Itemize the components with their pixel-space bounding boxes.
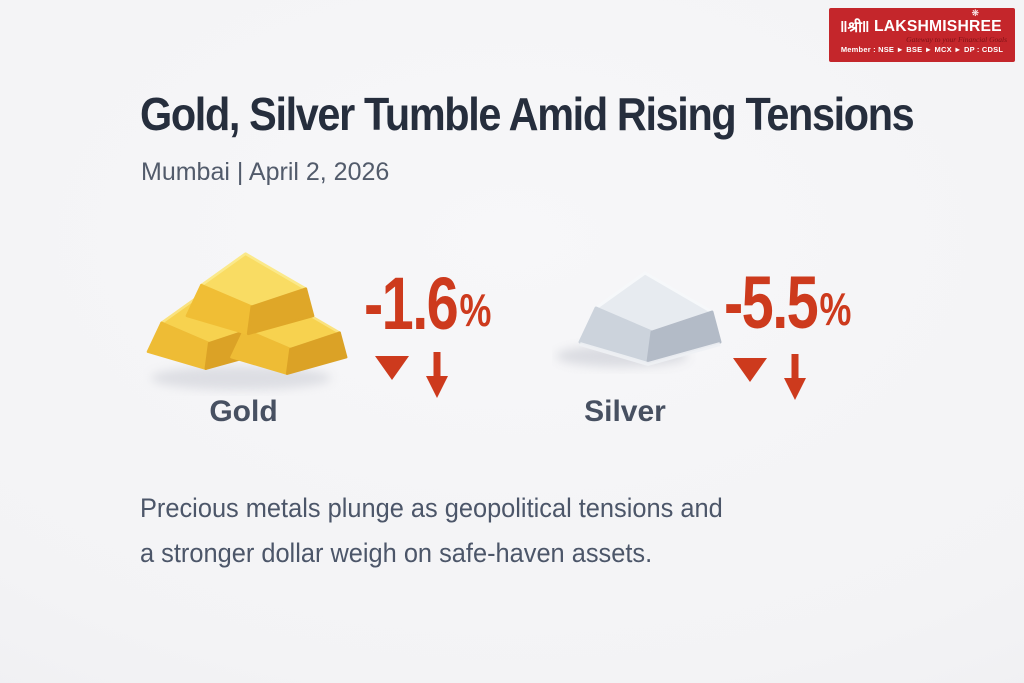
arrow-down-icon: [784, 354, 806, 400]
gold-change-value: -1.6: [364, 262, 459, 345]
page-title: Gold, Silver Tumble Amid Rising Tensions: [140, 88, 915, 140]
gold-label: Gold: [209, 395, 278, 428]
logo-tagline: Gateway to your Financial Goals: [906, 35, 1007, 44]
shri-mark: ‖श्री‖: [840, 18, 870, 36]
silver-label: Silver: [584, 395, 666, 428]
lakshmishree-logo: ❋ ‖श्री‖ LAKSHMISHREE Gateway to your Fi…: [829, 8, 1015, 62]
gold-down-indicators: [375, 352, 449, 398]
triangle-down-icon: [733, 358, 767, 382]
gold-bars-icon: [146, 252, 348, 390]
silver-bar-icon: [556, 271, 722, 367]
gold-change-unit: %: [459, 284, 492, 336]
brand-name: LAKSHMISHREE: [873, 18, 1002, 35]
dateline: Mumbai | April 2, 2026: [141, 158, 390, 186]
summary-line-1: Precious metals plunge as geopolitical t…: [140, 493, 723, 523]
summary-line-2: a stronger dollar weigh on safe-haven as…: [140, 538, 653, 568]
triangle-down-icon: [375, 356, 409, 380]
silver-change: -5.5 %: [724, 266, 851, 340]
logo-member-line: Member : NSE ► BSE ► MCX ► DP : CDSL: [840, 45, 1004, 54]
arrow-down-icon: [426, 352, 448, 398]
silver-bar: [578, 271, 722, 366]
silver-change-unit: %: [819, 283, 852, 335]
summary-text: Precious metals plunge as geopolitical t…: [140, 486, 723, 576]
flower-icon: ❋: [971, 8, 979, 18]
logo-brand-row: ‖श्री‖ LAKSHMISHREE: [836, 19, 1008, 35]
silver-change-value: -5.5: [724, 261, 819, 344]
silver-down-indicators: [733, 354, 807, 400]
gold-bar-top: [185, 252, 315, 336]
gold-change: -1.6 %: [364, 267, 491, 341]
